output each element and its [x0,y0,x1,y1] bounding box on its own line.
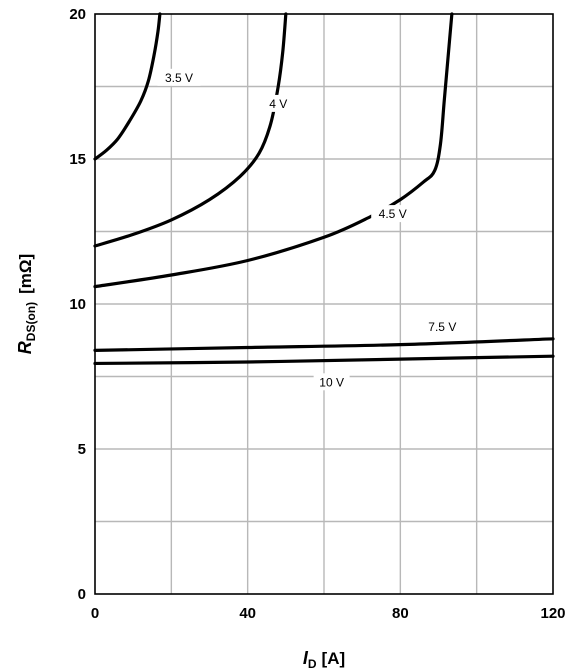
curve-vgs-4p5v [93,12,454,289]
x-axis-subscript: D [308,657,317,671]
x-axis-symbol: I [303,648,309,668]
x-tick-label: 0 [91,605,99,622]
y-tick-label: 10 [69,296,86,313]
y-axis-subscript: DS(on) [24,302,38,341]
y-axis-title-group: RDS(on) [mΩ] [15,254,38,354]
curve-label-vgs-10v: 10 V [319,375,344,389]
tick-labels: 0 40 80 120 0 5 10 15 20 [69,6,565,622]
y-axis-symbol: R [15,341,35,354]
curve-vgs-3p5v [93,12,162,161]
curve-label-background [313,373,350,391]
x-axis-title: ID [A] [303,648,345,671]
y-tick-label: 0 [78,586,86,603]
y-tick-label: 15 [69,151,86,168]
curve-label-vgs-7p5v: 7.5 V [428,320,456,334]
curve-label-vgs-4v: 4 V [269,97,287,111]
curve-label-background [420,318,464,336]
x-tick-label: 120 [540,605,565,622]
curve-vgs-10v [93,354,555,366]
plot-frame [94,13,554,595]
y-axis-unit: [mΩ] [16,254,35,294]
y-axis-title: RDS(on) [mΩ] [15,254,38,354]
y-tick-label: 5 [78,441,86,458]
curve-vgs-4v [93,12,288,248]
curve-label-vgs-3p5v: 3.5 V [165,71,193,85]
curve-label-background [157,68,201,86]
y-tick-label: 20 [69,6,86,23]
x-tick-label: 40 [239,605,256,622]
grid [95,14,553,594]
curves [93,12,555,366]
curve-label-vgs-4p5v: 4.5 V [379,207,407,221]
curve-vgs-7p5v [93,337,555,352]
x-tick-label: 80 [392,605,409,622]
curve-label-background [263,94,293,112]
curve-labels: 3.5 V 4 V 4.5 V 7.5 V 10 V [157,68,464,391]
x-axis-unit: [A] [322,649,346,668]
curve-label-background [371,205,415,223]
